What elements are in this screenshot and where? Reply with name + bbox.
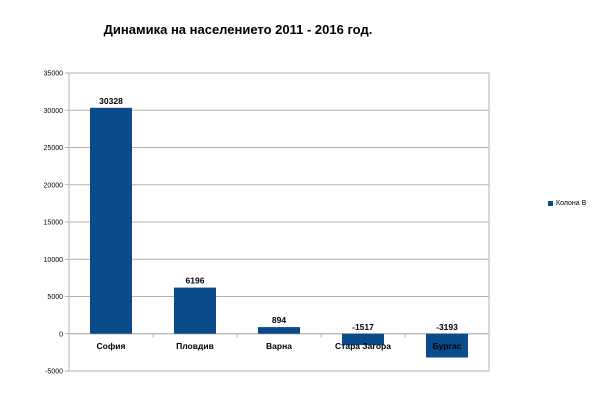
category-label: София: [97, 341, 126, 351]
bar: [342, 333, 384, 346]
bar: [90, 107, 132, 334]
data-label: 894: [272, 315, 286, 325]
y-tick-label: 10000: [44, 257, 64, 264]
data-label: 6196: [186, 276, 205, 286]
bar: [426, 333, 468, 358]
category-label: Пловдив: [176, 341, 214, 351]
y-tick-label: 30000: [44, 108, 64, 115]
y-tick-label: 5000: [47, 294, 63, 301]
bars: [90, 107, 468, 358]
y-tick-label: 25000: [44, 145, 64, 152]
data-label: 30328: [99, 96, 123, 106]
labels: 35000 30000 25000 20000 15000 10000 5000 0 -5000…: [44, 71, 462, 376]
y-tick-label: 20000: [44, 182, 64, 189]
y-tick-label: 35000: [44, 71, 64, 78]
legend: Колона B: [548, 200, 586, 207]
legend-label: Колона B: [556, 200, 587, 207]
data-label: -1517: [352, 322, 374, 332]
gridlines: [69, 72, 489, 372]
legend-swatch: [548, 201, 553, 206]
y-tick-label: -5000: [45, 369, 63, 376]
category-label: Стара Загора: [335, 341, 391, 351]
y-tick-label: 0: [59, 331, 63, 338]
chart-title: Динамика на населението 2011 - 2016 год.: [103, 22, 373, 37]
bar: [174, 287, 216, 334]
category-label: Бургас: [433, 341, 462, 351]
category-label: Варна: [266, 341, 292, 351]
bar: [258, 327, 300, 334]
data-label: -3193: [436, 322, 458, 332]
y-tick-label: 15000: [44, 220, 64, 227]
